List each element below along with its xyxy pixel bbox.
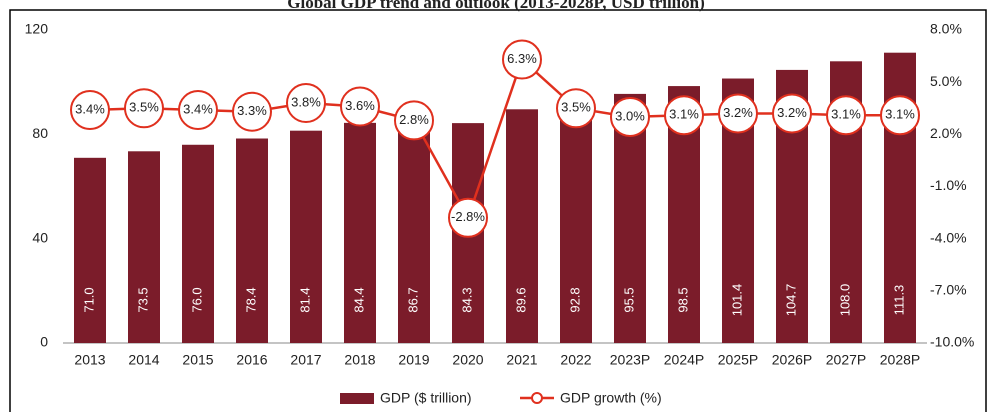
x-tick-label: 2018 (344, 352, 375, 368)
growth-label: 3.1% (885, 107, 915, 122)
bar (182, 144, 214, 343)
growth-label: 3.4% (183, 101, 213, 116)
x-tick-label: 2023P (610, 352, 650, 368)
growth-marker (664, 95, 704, 136)
x-tick-label: 2027P (826, 352, 866, 368)
legend-label: GDP ($ trillion) (380, 390, 472, 406)
x-tick-label: 2026P (772, 352, 812, 368)
bar-label: 92.8 (567, 287, 582, 312)
growth-label: 3.2% (723, 105, 753, 120)
growth-marker (826, 95, 866, 136)
growth-marker (340, 86, 380, 127)
bar (344, 122, 376, 344)
bar-label: 104.7 (783, 284, 798, 317)
bar-label: 111.3 (891, 285, 906, 316)
y-tick-label: 0 (40, 334, 48, 350)
x-tick-label: 2025P (718, 352, 758, 368)
y2-tick-label: 2.0% (930, 125, 962, 141)
legend-marker (531, 392, 543, 404)
y2-tick-label: -7.0% (930, 282, 967, 298)
growth-marker (448, 197, 488, 238)
growth-label: 3.3% (237, 103, 267, 118)
bar-label: 84.3 (459, 287, 474, 312)
growth-marker (70, 89, 110, 130)
chart-title: Global GDP trend and outlook (2013-2028P… (287, 0, 705, 12)
growth-label: 2.8% (399, 112, 429, 127)
growth-marker (178, 89, 218, 130)
growth-marker (556, 88, 596, 129)
bar (128, 151, 160, 343)
chart-frame (9, 9, 987, 412)
x-tick-label: 2017 (290, 352, 321, 368)
y-tick-label: 80 (32, 125, 48, 141)
bar-label: 89.6 (513, 287, 528, 312)
y2-tick-label: 5.0% (930, 73, 962, 89)
x-tick-label: 2028P (880, 352, 920, 368)
growth-label: 3.6% (345, 98, 375, 113)
growth-marker (502, 39, 542, 80)
x-tick-label: 2013 (74, 352, 105, 368)
bar-label: 101.4 (729, 284, 744, 317)
x-tick-label: 2024P (664, 352, 704, 368)
bar (236, 138, 268, 343)
bar-label: 73.5 (135, 287, 150, 312)
bar-label: 108.0 (837, 284, 852, 317)
bar-label: 98.5 (675, 287, 690, 312)
x-tick-label: 2020 (452, 352, 483, 368)
growth-label: 3.8% (291, 94, 321, 109)
x-tick-label: 2016 (236, 352, 267, 368)
bar-label: 76.0 (189, 287, 204, 312)
y2-tick-label: -10.0% (930, 334, 974, 350)
growth-marker (286, 83, 326, 124)
y-tick-label: 120 (25, 21, 49, 37)
x-tick-label: 2019 (398, 352, 429, 368)
growth-marker (124, 88, 164, 129)
growth-label: 3.1% (669, 107, 699, 122)
growth-marker (880, 95, 920, 136)
y2-tick-label: 8.0% (930, 21, 962, 37)
growth-label: 6.3% (507, 51, 537, 66)
growth-label: 3.4% (75, 101, 105, 116)
growth-marker (394, 100, 434, 141)
growth-marker (772, 93, 812, 134)
growth-marker (232, 91, 272, 132)
growth-label: 3.5% (129, 100, 159, 115)
bar-label: 84.4 (351, 287, 366, 312)
legend-swatch (340, 393, 374, 404)
bar-label: 86.7 (405, 287, 420, 312)
x-tick-label: 2022 (560, 352, 591, 368)
growth-marker (610, 96, 650, 137)
growth-label: 3.1% (831, 107, 861, 122)
x-tick-label: 2021 (506, 352, 537, 368)
growth-marker (718, 93, 758, 134)
growth-label: 3.2% (777, 105, 807, 120)
y2-tick-label: -1.0% (930, 177, 967, 193)
bar (290, 130, 322, 343)
bar (560, 100, 592, 344)
bar (398, 116, 430, 343)
bar (506, 109, 538, 343)
growth-line (89, 57, 900, 221)
y2-tick-label: -4.0% (930, 229, 967, 245)
bar (74, 157, 106, 343)
bar-label: 71.0 (81, 287, 96, 312)
growth-label: 3.5% (561, 100, 591, 115)
x-tick-label: 2015 (182, 352, 213, 368)
legend-label: GDP growth (%) (560, 390, 662, 406)
bar-label: 81.4 (297, 287, 312, 312)
bar-label: 78.4 (243, 287, 258, 312)
x-tick-label: 2014 (128, 352, 159, 368)
y-tick-label: 40 (32, 229, 48, 245)
growth-label: -2.8% (451, 209, 485, 224)
bar-label: 95.5 (621, 287, 636, 312)
growth-label: 3.0% (615, 108, 645, 123)
